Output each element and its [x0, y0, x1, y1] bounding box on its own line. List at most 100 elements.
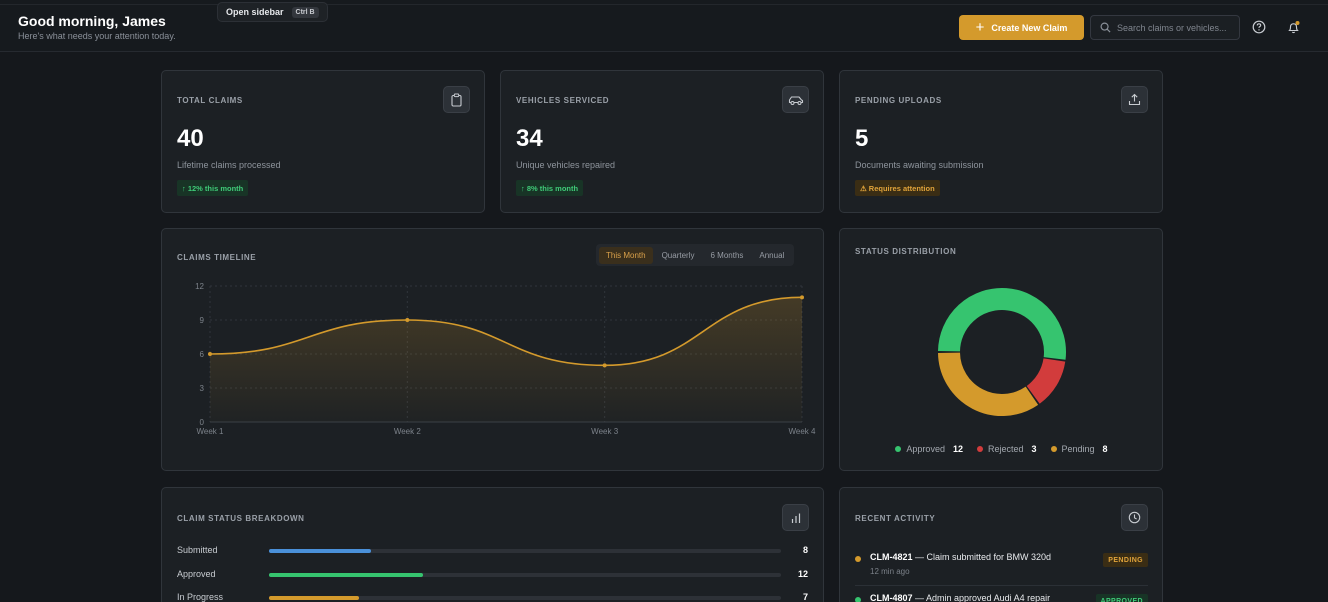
- search-box[interactable]: [1090, 15, 1240, 40]
- activity-dot: [855, 597, 861, 602]
- create-new-claim-button[interactable]: + Create New Claim: [959, 15, 1084, 40]
- activity-item[interactable]: CLM-4821 — Claim submitted for BMW 320d …: [855, 552, 1148, 582]
- car-icon: [782, 86, 809, 113]
- top-header: Good morning, James Here's what needs yo…: [0, 0, 1328, 52]
- recent-activity-card: RECENT ACTIVITY CLM-4821 — Claim submitt…: [839, 487, 1163, 602]
- claim-status-breakdown-card: CLAIM STATUS BREAKDOWN Submitted 8 Appro…: [161, 487, 824, 602]
- activity-time: 12 min ago: [870, 567, 910, 576]
- search-icon: [1100, 22, 1111, 33]
- activity-text: CLM-4821 — Claim submitted for BMW 320d: [870, 552, 1052, 562]
- breakdown-title: CLAIM STATUS BREAKDOWN: [177, 514, 305, 523]
- legend-value: 12: [952, 444, 963, 454]
- status-badge: PENDING: [1103, 553, 1148, 567]
- breakdown-label: In Progress: [177, 592, 224, 602]
- x-tick-label: Week 4: [789, 427, 817, 436]
- data-point: [208, 352, 212, 356]
- y-tick-label: 12: [195, 282, 204, 291]
- breakdown-label: Submitted: [177, 545, 218, 555]
- breakdown-count: 7: [802, 592, 808, 602]
- breakdown-count: 8: [802, 545, 808, 555]
- tab-this-month[interactable]: This Month: [599, 246, 653, 264]
- legend-approved: Approved 12: [895, 444, 963, 454]
- shortcut-key: Ctrl B: [291, 6, 319, 18]
- legend-value: 8: [1102, 444, 1108, 454]
- legend-rejected: Rejected 3: [976, 444, 1037, 454]
- data-point: [405, 318, 410, 322]
- header-topline: [0, 4, 1328, 5]
- greeting-title: Good morning, James: [18, 13, 166, 29]
- legend-dot: [1050, 446, 1057, 452]
- breakdown-track: [269, 549, 781, 553]
- stat-card-total-claims: TOTAL CLAIMS 40 Lifetime claims processe…: [161, 70, 485, 213]
- bell-icon[interactable]: [1285, 19, 1301, 35]
- y-tick-label: 9: [200, 316, 205, 325]
- legend-label: Approved: [906, 444, 945, 454]
- chart-title: STATUS DISTRIBUTION: [855, 247, 957, 256]
- stat-value: 34: [516, 125, 543, 152]
- activity-text: CLM-4807 — Admin approved Audi A4 repair: [870, 593, 1051, 602]
- claims-timeline-chart: 0 3 6 9 12 Week 1 Week 2 Week 3 Week 4: [195, 282, 817, 436]
- breakdown-fill: [269, 596, 359, 600]
- stat-value: 40: [177, 125, 204, 152]
- activity-dot: [855, 556, 861, 562]
- x-tick-label: Week 3: [591, 427, 619, 436]
- greeting-subtitle: Here's what needs your attention today.: [18, 31, 176, 41]
- slice-approved: [938, 288, 1066, 360]
- stat-description: Lifetime claims processed: [177, 160, 281, 170]
- x-tick-label: Week 2: [394, 427, 422, 436]
- bar-chart-icon[interactable]: [782, 504, 809, 531]
- legend-dot: [895, 446, 902, 452]
- create-claim-label: Create New Claim: [991, 22, 1068, 33]
- timeline-range-tabs: This Month Quarterly 6 Months Annual: [596, 244, 795, 266]
- tooltip-label: Open sidebar: [226, 7, 284, 17]
- legend-label: Rejected: [987, 444, 1024, 454]
- stat-description: Unique vehicles repaired: [516, 160, 616, 170]
- tab-annual[interactable]: Annual: [759, 250, 785, 260]
- breakdown-fill: [269, 573, 423, 577]
- activity-divider: [855, 585, 1148, 586]
- stat-card-pending-uploads: PENDING UPLOADS 5 Documents awaiting sub…: [839, 70, 1163, 213]
- activity-title: RECENT ACTIVITY: [855, 514, 936, 523]
- legend-pending: Pending 8: [1050, 444, 1108, 454]
- upload-icon: [1121, 86, 1148, 113]
- stat-value: 5: [855, 125, 869, 152]
- breakdown-count: 12: [797, 569, 808, 579]
- breakdown-row-submitted: Submitted 8: [177, 545, 808, 559]
- attention-badge: ⚠ Requires attention: [855, 180, 940, 196]
- breakdown-fill: [269, 549, 372, 553]
- series-area: [210, 297, 802, 422]
- breakdown-label: Approved: [177, 569, 216, 579]
- status-badge: APPROVED: [1095, 594, 1148, 602]
- slice-rejected: [1026, 357, 1066, 404]
- status-distribution-card: STATUS DISTRIBUTION Approved 12 Rejected…: [839, 228, 1163, 471]
- search-input[interactable]: [1117, 22, 1237, 33]
- breakdown-row-approved: Approved 12: [177, 569, 808, 583]
- y-tick-label: 0: [200, 418, 205, 427]
- data-point: [800, 295, 804, 300]
- claims-timeline-card: CLAIMS TIMELINE This Month Quarterly 6 M…: [161, 228, 824, 471]
- open-sidebar-tooltip: Open sidebar Ctrl B: [217, 2, 328, 22]
- trend-badge: ↑ 12% this month: [177, 180, 249, 196]
- plus-icon: +: [975, 19, 985, 36]
- tab-quarterly[interactable]: Quarterly: [661, 250, 695, 260]
- breakdown-row-in-progress: In Progress 7: [177, 592, 808, 602]
- stat-label: VEHICLES SERVICED: [516, 96, 610, 105]
- stat-label: PENDING UPLOADS: [855, 96, 942, 105]
- breakdown-track: [269, 573, 781, 577]
- help-icon[interactable]: [1251, 19, 1267, 35]
- legend-label: Pending: [1061, 444, 1095, 454]
- y-tick-label: 3: [200, 384, 205, 393]
- stat-card-vehicles-serviced: VEHICLES SERVICED 34 Unique vehicles rep…: [500, 70, 824, 213]
- breakdown-track: [269, 596, 781, 600]
- tab-6-months[interactable]: 6 Months: [710, 250, 744, 260]
- slice-pending: [938, 352, 1039, 416]
- chart-title: CLAIMS TIMELINE: [177, 253, 257, 262]
- legend-dot: [976, 446, 983, 452]
- status-legend: Approved 12 Rejected 3 Pending 8: [840, 444, 1163, 454]
- trend-badge: ↑ 8% this month: [516, 180, 584, 196]
- series-line: [209, 296, 803, 367]
- clock-icon[interactable]: [1121, 504, 1148, 531]
- status-donut-chart: [938, 288, 1066, 416]
- activity-item[interactable]: CLM-4807 — Admin approved Audi A4 repair…: [855, 593, 1148, 602]
- stat-label: TOTAL CLAIMS: [177, 96, 243, 105]
